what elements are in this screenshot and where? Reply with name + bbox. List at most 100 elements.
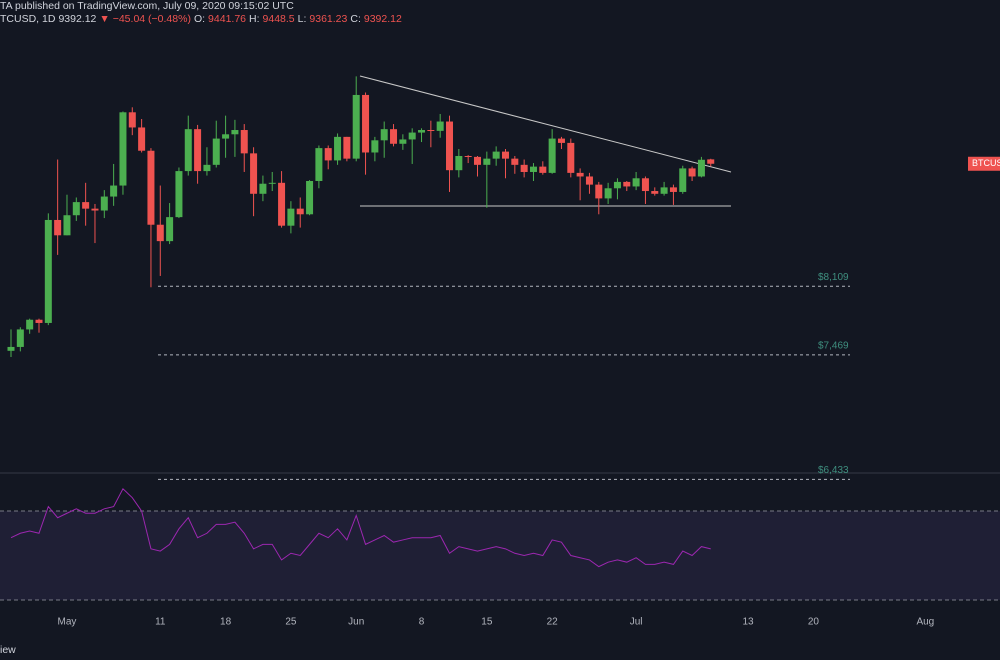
candle-body bbox=[128, 112, 136, 128]
price-tag: BTCUS bbox=[972, 158, 1000, 168]
candle-body bbox=[296, 208, 304, 215]
candle-body bbox=[306, 180, 314, 215]
candle-body bbox=[464, 155, 472, 157]
candle-body bbox=[408, 132, 416, 140]
candle-body bbox=[343, 136, 351, 159]
header: TA published on TradingView.com, July 09… bbox=[0, 0, 405, 26]
x-tick-label: 25 bbox=[285, 617, 297, 628]
publisher: TA published on TradingView.com, July 09… bbox=[0, 0, 294, 12]
candle-body bbox=[138, 127, 146, 151]
candle-body bbox=[539, 166, 547, 173]
candle-body bbox=[660, 187, 668, 194]
candle-body bbox=[147, 150, 155, 225]
level-label: $6,433 bbox=[818, 465, 849, 476]
x-tick-label: 18 bbox=[220, 617, 232, 628]
candle-body bbox=[212, 138, 220, 165]
x-tick-label: 8 bbox=[419, 617, 425, 628]
candle-body bbox=[529, 166, 537, 172]
symbol: TCUSD, 1D bbox=[0, 13, 56, 25]
rsi-line bbox=[10, 487, 711, 568]
open-value: 9441.76 bbox=[208, 13, 247, 25]
level-label: $7,469 bbox=[818, 340, 849, 351]
ticker-line: TCUSD, 1D 9392.12 ▼ −45.04 (−0.48%) O: 9441.… bbox=[0, 13, 405, 26]
candle-body bbox=[604, 188, 612, 199]
x-tick-label: 20 bbox=[808, 617, 820, 628]
rsi-band bbox=[0, 511, 1000, 600]
candle-body bbox=[259, 183, 267, 194]
candle-body bbox=[371, 140, 379, 153]
candle-body bbox=[613, 181, 621, 189]
candle-body bbox=[492, 151, 500, 159]
candle-body bbox=[669, 187, 677, 192]
candle-body bbox=[651, 191, 659, 194]
high-value: 9448.5 bbox=[262, 13, 295, 25]
x-tick-label: May bbox=[58, 617, 77, 628]
candle-body bbox=[380, 129, 388, 141]
candle-body bbox=[697, 159, 705, 177]
candle-body bbox=[623, 181, 631, 187]
candle-body bbox=[455, 155, 463, 171]
candle-body bbox=[399, 139, 407, 144]
candle-body bbox=[278, 182, 286, 226]
footer-text: iew bbox=[0, 644, 16, 656]
candle-body bbox=[222, 134, 230, 139]
candle-body bbox=[166, 217, 174, 242]
candle-body bbox=[231, 130, 239, 135]
candle-body bbox=[501, 151, 509, 159]
candle-body bbox=[585, 176, 593, 185]
candle-body bbox=[557, 138, 565, 143]
candle-body bbox=[418, 130, 426, 133]
candle-body bbox=[44, 219, 52, 323]
candle-body bbox=[511, 158, 519, 165]
low-label: L: bbox=[297, 13, 307, 25]
candle-body bbox=[268, 182, 276, 184]
candle-body bbox=[63, 215, 71, 236]
candle-body bbox=[390, 129, 398, 144]
candle-body bbox=[362, 94, 370, 153]
candle-body bbox=[520, 164, 528, 172]
candle-body bbox=[203, 164, 211, 172]
candle-body bbox=[548, 138, 556, 173]
candle-body bbox=[352, 94, 360, 159]
candle-body bbox=[576, 172, 584, 177]
candle-body bbox=[334, 136, 342, 161]
candle-body bbox=[567, 142, 575, 173]
low-value: 9361.23 bbox=[309, 13, 348, 25]
candle-body bbox=[72, 202, 80, 216]
x-tick-label: 11 bbox=[155, 617, 166, 628]
candle-body bbox=[474, 156, 481, 165]
candle-body bbox=[446, 121, 454, 171]
candle-body bbox=[632, 178, 640, 187]
candle-body bbox=[436, 121, 444, 131]
candle-body bbox=[54, 219, 62, 236]
candle-body bbox=[287, 208, 295, 226]
x-tick-label: Jul bbox=[630, 617, 643, 628]
x-tick-label: Jun bbox=[348, 617, 364, 628]
close-value: 9392.12 bbox=[363, 13, 402, 25]
candle-body bbox=[194, 129, 202, 172]
x-tick-label: 13 bbox=[743, 617, 755, 628]
candle-body bbox=[679, 168, 687, 192]
price-tag-bg bbox=[968, 156, 1000, 171]
candle-body bbox=[240, 130, 248, 154]
candle-body bbox=[184, 129, 192, 172]
x-tick-label: Aug bbox=[916, 617, 934, 628]
change: ▼ −45.04 (−0.48%) bbox=[99, 13, 191, 25]
candle-body bbox=[688, 168, 696, 177]
level-label: $8,109 bbox=[818, 272, 849, 283]
close-label: C: bbox=[350, 13, 361, 25]
open-label: O: bbox=[193, 13, 206, 25]
candle-body bbox=[324, 148, 332, 161]
candle-body bbox=[315, 148, 323, 181]
high-label: H: bbox=[249, 13, 260, 25]
candle-body bbox=[35, 319, 43, 323]
x-tick-label: 22 bbox=[547, 617, 559, 628]
candle-body bbox=[119, 112, 127, 186]
candle-body bbox=[100, 196, 108, 211]
candle-body bbox=[427, 130, 435, 132]
candle-body bbox=[175, 171, 183, 218]
candle-body bbox=[7, 346, 15, 351]
trend-line bbox=[359, 75, 732, 173]
